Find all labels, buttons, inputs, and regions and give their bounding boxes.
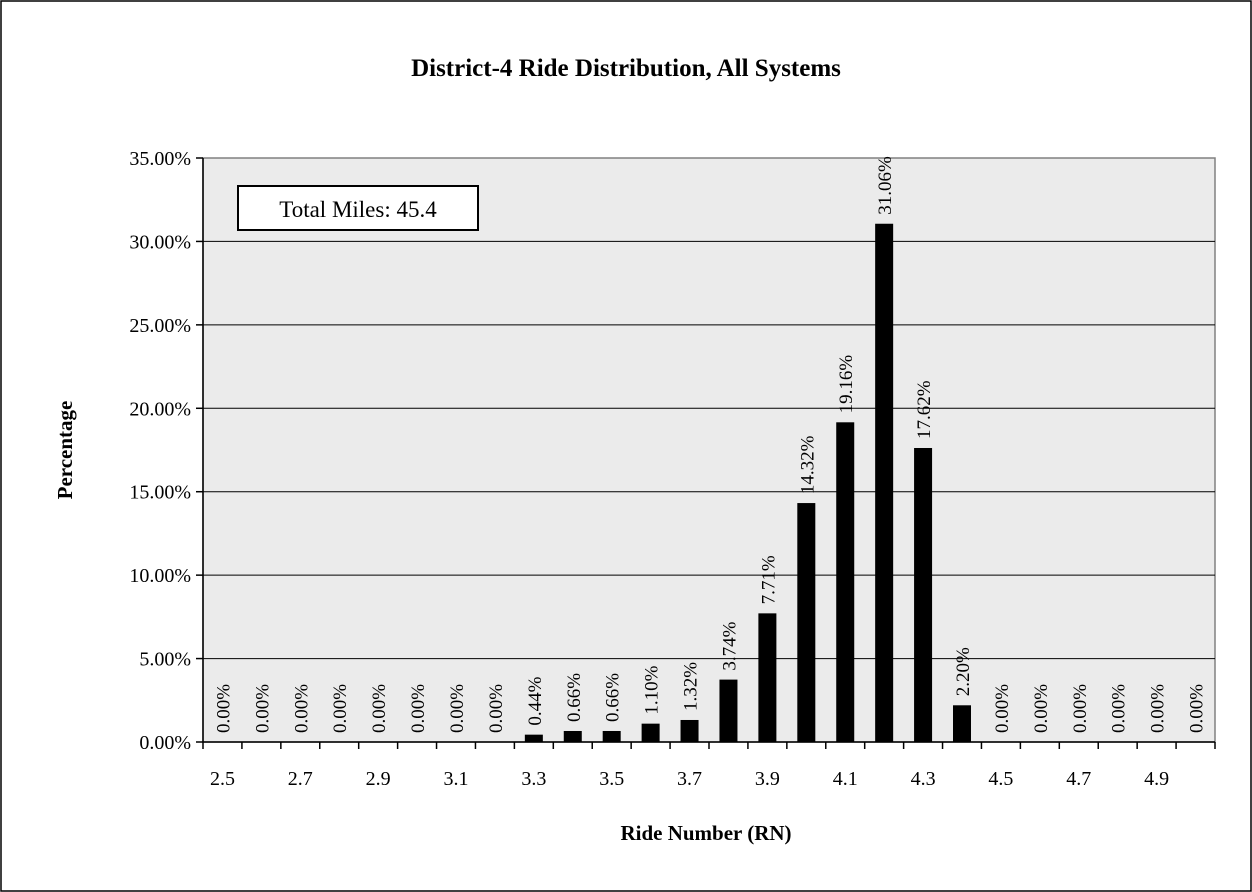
chart-title: District-4 Ride Distribution, All System… — [411, 55, 841, 82]
x-tick-label: 2.5 — [210, 768, 235, 790]
data-label: 0.00% — [1070, 684, 1091, 733]
y-tick-label: 0.00% — [139, 732, 191, 754]
data-label: 3.74% — [719, 621, 740, 670]
x-tick-label: 4.7 — [1066, 768, 1091, 790]
bar — [875, 223, 894, 743]
x-tick-label: 4.5 — [988, 768, 1013, 790]
plot-area — [202, 157, 1216, 743]
data-label: 0.66% — [564, 673, 585, 722]
data-label: 0.00% — [252, 684, 273, 733]
bar — [680, 719, 699, 742]
data-label: 17.62% — [914, 380, 935, 439]
data-label: 1.32% — [681, 662, 702, 711]
data-label: 0.66% — [603, 673, 624, 722]
x-tick-label: 3.1 — [444, 768, 469, 790]
data-label: 0.00% — [213, 684, 234, 733]
x-tick-labels: 2.5 2.7 2.9 3.1 3.3 3.5 3.7 3.9 4.1 4.3 4.5 4.7 4.9 — [210, 768, 1169, 790]
x-tick-label: 3.9 — [755, 768, 780, 790]
bar — [524, 734, 543, 742]
bar — [602, 730, 621, 742]
y-tick-labels: 0.00% 5.00% 10.00% 15.00% 20.00% 25.00% 30.00%… — [129, 148, 191, 754]
x-tick-label: 3.7 — [677, 768, 702, 790]
data-label: 14.32% — [797, 435, 818, 494]
data-label: 0.00% — [330, 684, 351, 733]
data-labels: 0.00% 0.00% 0.00% 0.00% 0.00% 0.00% 0.00% 0.00%… — [213, 156, 1207, 733]
annotation-box: Total Miles: 45.4 — [237, 185, 479, 231]
x-axis-title: Ride Number (RN) — [620, 821, 791, 845]
y-tick-label: 30.00% — [129, 231, 191, 253]
bar — [563, 730, 582, 742]
x-tick-label: 2.9 — [366, 768, 391, 790]
x-tick-label: 2.7 — [288, 768, 313, 790]
data-label: 2.20% — [953, 647, 974, 696]
y-tick-label: 10.00% — [129, 565, 191, 587]
data-label: 0.00% — [1148, 684, 1169, 733]
annotation-frame — [237, 185, 479, 231]
x-tick-label: 4.1 — [833, 768, 858, 790]
y-tick-label: 20.00% — [129, 398, 191, 420]
axes — [196, 157, 1216, 749]
data-label: 0.00% — [369, 684, 390, 733]
x-tick-label: 4.9 — [1144, 768, 1169, 790]
data-label: 0.00% — [1031, 684, 1052, 733]
data-label: 0.00% — [486, 684, 507, 733]
data-label: 7.71% — [758, 555, 779, 604]
data-label: 0.00% — [291, 684, 312, 733]
x-tick-label: 3.3 — [521, 768, 546, 790]
data-label: 0.00% — [1187, 684, 1208, 733]
x-tick-label: 4.3 — [911, 768, 936, 790]
data-label: 0.00% — [447, 684, 468, 733]
bar — [836, 422, 855, 742]
bar — [758, 613, 777, 742]
data-label: 0.00% — [992, 684, 1013, 733]
y-tick-label: 5.00% — [139, 649, 191, 671]
y-tick-label: 35.00% — [129, 148, 191, 170]
x-tick-label: 3.5 — [599, 768, 624, 790]
bar — [914, 447, 933, 742]
grid-lines — [203, 240, 1215, 660]
data-label: 0.00% — [408, 684, 429, 733]
bars — [524, 223, 971, 743]
data-label: 0.00% — [1109, 684, 1130, 733]
bar — [641, 723, 660, 742]
data-label: 1.10% — [642, 665, 663, 714]
y-tick-label: 15.00% — [129, 482, 191, 504]
annotation-text: Total Miles: 45.4 — [279, 197, 437, 222]
y-axis-title: Percentage — [53, 401, 77, 500]
bar — [719, 679, 738, 742]
data-label: 0.44% — [525, 676, 546, 725]
bar — [797, 503, 816, 742]
data-label: 31.06% — [875, 156, 896, 215]
data-label: 19.16% — [836, 355, 857, 414]
bar — [953, 705, 971, 742]
y-tick-label: 25.00% — [129, 315, 191, 337]
